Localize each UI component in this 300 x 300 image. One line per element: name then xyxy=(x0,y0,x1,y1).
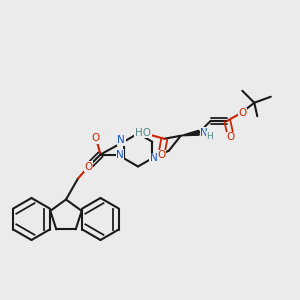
Text: O: O xyxy=(84,161,93,172)
Text: O: O xyxy=(157,150,165,160)
Text: N: N xyxy=(117,135,125,145)
Text: O: O xyxy=(238,108,246,118)
Text: O: O xyxy=(226,132,234,142)
Text: H: H xyxy=(207,132,213,141)
Text: N: N xyxy=(116,149,124,160)
Text: O: O xyxy=(92,133,100,143)
Text: N: N xyxy=(200,128,208,138)
Text: HO: HO xyxy=(135,128,151,138)
Polygon shape xyxy=(181,130,199,136)
Text: N: N xyxy=(150,153,158,163)
